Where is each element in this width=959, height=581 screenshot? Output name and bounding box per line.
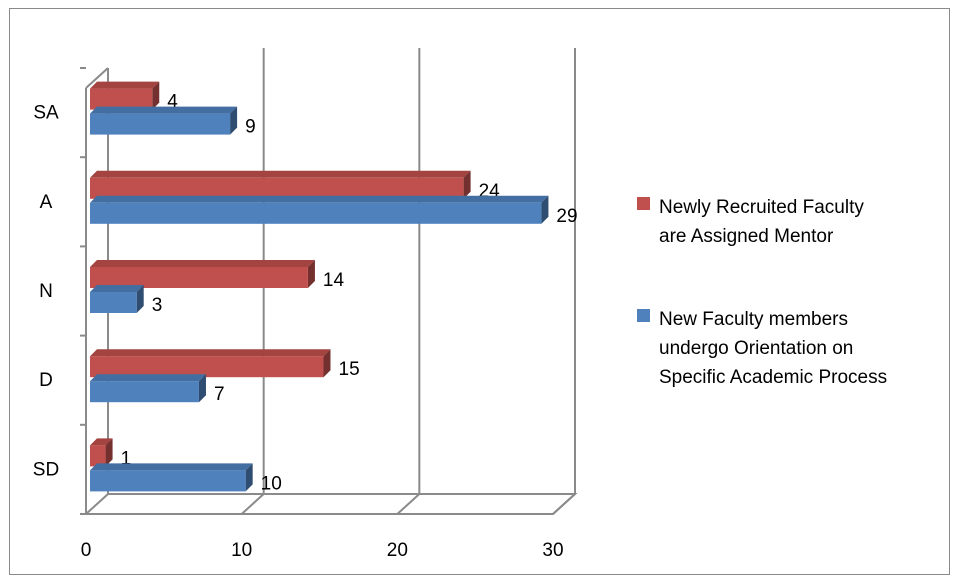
bar-top-face bbox=[90, 195, 549, 203]
legend-label: New Faculty members bbox=[659, 309, 848, 330]
data-label: 14 bbox=[323, 270, 345, 291]
bar-side-face bbox=[245, 463, 253, 492]
bar-top-face bbox=[90, 170, 471, 178]
bar-side-face bbox=[105, 438, 113, 467]
y-tick-label: SD bbox=[33, 459, 59, 480]
bar-top-face bbox=[90, 81, 160, 89]
bar[interactable] bbox=[90, 381, 199, 403]
bar[interactable] bbox=[90, 470, 246, 492]
y-tick-label: SA bbox=[33, 103, 59, 124]
data-label: 9 bbox=[245, 117, 256, 138]
bar[interactable] bbox=[90, 445, 106, 467]
wall-top-edge bbox=[85, 67, 109, 89]
bar-side-face bbox=[136, 285, 144, 313]
bar-side-face bbox=[541, 195, 549, 224]
bar-top-face bbox=[90, 260, 315, 267]
bar-top-face bbox=[90, 374, 206, 382]
bar-side-face bbox=[198, 374, 206, 403]
legend-swatch bbox=[637, 197, 650, 210]
x-tick-label: 20 bbox=[387, 540, 408, 561]
x-tick-label: 10 bbox=[231, 540, 252, 561]
data-label: 29 bbox=[556, 206, 577, 227]
grid-floor-line bbox=[240, 493, 265, 515]
x-tick-label: 30 bbox=[542, 540, 563, 561]
data-label: 1 bbox=[121, 448, 132, 469]
chart-floor bbox=[83, 493, 578, 515]
y-tick-label: N bbox=[39, 281, 53, 302]
bar[interactable] bbox=[90, 88, 153, 110]
grid-floor-line bbox=[396, 493, 421, 515]
bar-top-face bbox=[90, 285, 144, 292]
data-label: 10 bbox=[261, 473, 282, 494]
y-tick-label: D bbox=[39, 370, 53, 391]
bar[interactable] bbox=[90, 177, 464, 199]
bar-side-face bbox=[230, 106, 238, 135]
bar-top-face bbox=[90, 349, 331, 357]
bar-side-face bbox=[307, 260, 315, 288]
x-tick-label: 0 bbox=[81, 540, 92, 561]
legend-label: Newly Recruited Faculty bbox=[659, 197, 864, 218]
bar-top-face bbox=[90, 463, 253, 471]
data-label: 4 bbox=[167, 92, 178, 113]
y-tick-label: A bbox=[40, 192, 53, 213]
data-label: 3 bbox=[152, 295, 163, 316]
bar[interactable] bbox=[90, 113, 231, 135]
grid-floor-line bbox=[552, 493, 576, 515]
bar[interactable] bbox=[90, 267, 308, 288]
bar[interactable] bbox=[90, 356, 324, 378]
bar-side-face bbox=[463, 170, 471, 199]
legend-label: Specific Academic Process bbox=[659, 367, 887, 388]
bar[interactable] bbox=[90, 292, 137, 313]
legend-swatch bbox=[637, 309, 650, 322]
data-label: 7 bbox=[214, 384, 225, 405]
bar-top-face bbox=[90, 106, 238, 114]
bar-top-face bbox=[90, 438, 113, 446]
bar-side-face bbox=[323, 349, 331, 378]
legend-label: are Assigned Mentor bbox=[659, 226, 834, 247]
data-label: 15 bbox=[339, 359, 360, 380]
bar-side-face bbox=[152, 81, 160, 110]
legend-label: undergo Orientation on bbox=[659, 338, 853, 359]
bar[interactable] bbox=[90, 202, 542, 224]
